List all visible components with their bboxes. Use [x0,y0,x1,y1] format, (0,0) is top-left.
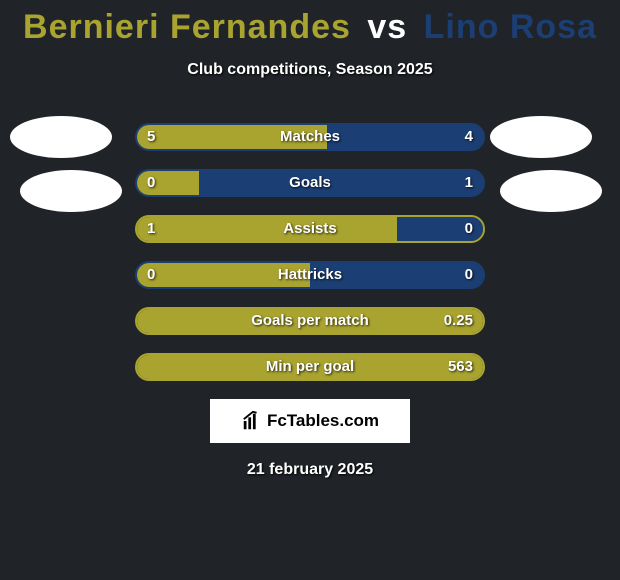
stat-row: 0.25Goals per match [135,307,485,335]
player1-avatar-shadow [20,170,122,212]
stat-row: 00Hattricks [135,261,485,289]
fctables-logo: FcTables.com [210,399,410,443]
player1-avatar [10,116,112,158]
stat-label: Goals [137,171,483,195]
stat-label: Min per goal [137,355,483,379]
player2-name: Lino Rosa [424,8,597,46]
stat-label: Hattricks [137,263,483,287]
stat-row: 01Goals [135,169,485,197]
comparison-title: Bernieri Fernandes vs Lino Rosa [0,0,620,47]
player1-name: Bernieri Fernandes [23,8,351,46]
chart-icon [241,410,263,432]
date-label: 21 february 2025 [0,461,620,479]
stat-label: Assists [137,217,483,241]
stat-row: 563Min per goal [135,353,485,381]
title-vs: vs [367,8,407,46]
logo-text: FcTables.com [267,411,379,431]
stat-label: Matches [137,125,483,149]
subtitle: Club competitions, Season 2025 [0,61,620,79]
player2-avatar-shadow [500,170,602,212]
player2-avatar [490,116,592,158]
stat-row: 54Matches [135,123,485,151]
stat-label: Goals per match [137,309,483,333]
stats-container: 54Matches 01Goals 10Assists 00Hattricks 0.25… [135,123,485,381]
stat-row: 10Assists [135,215,485,243]
